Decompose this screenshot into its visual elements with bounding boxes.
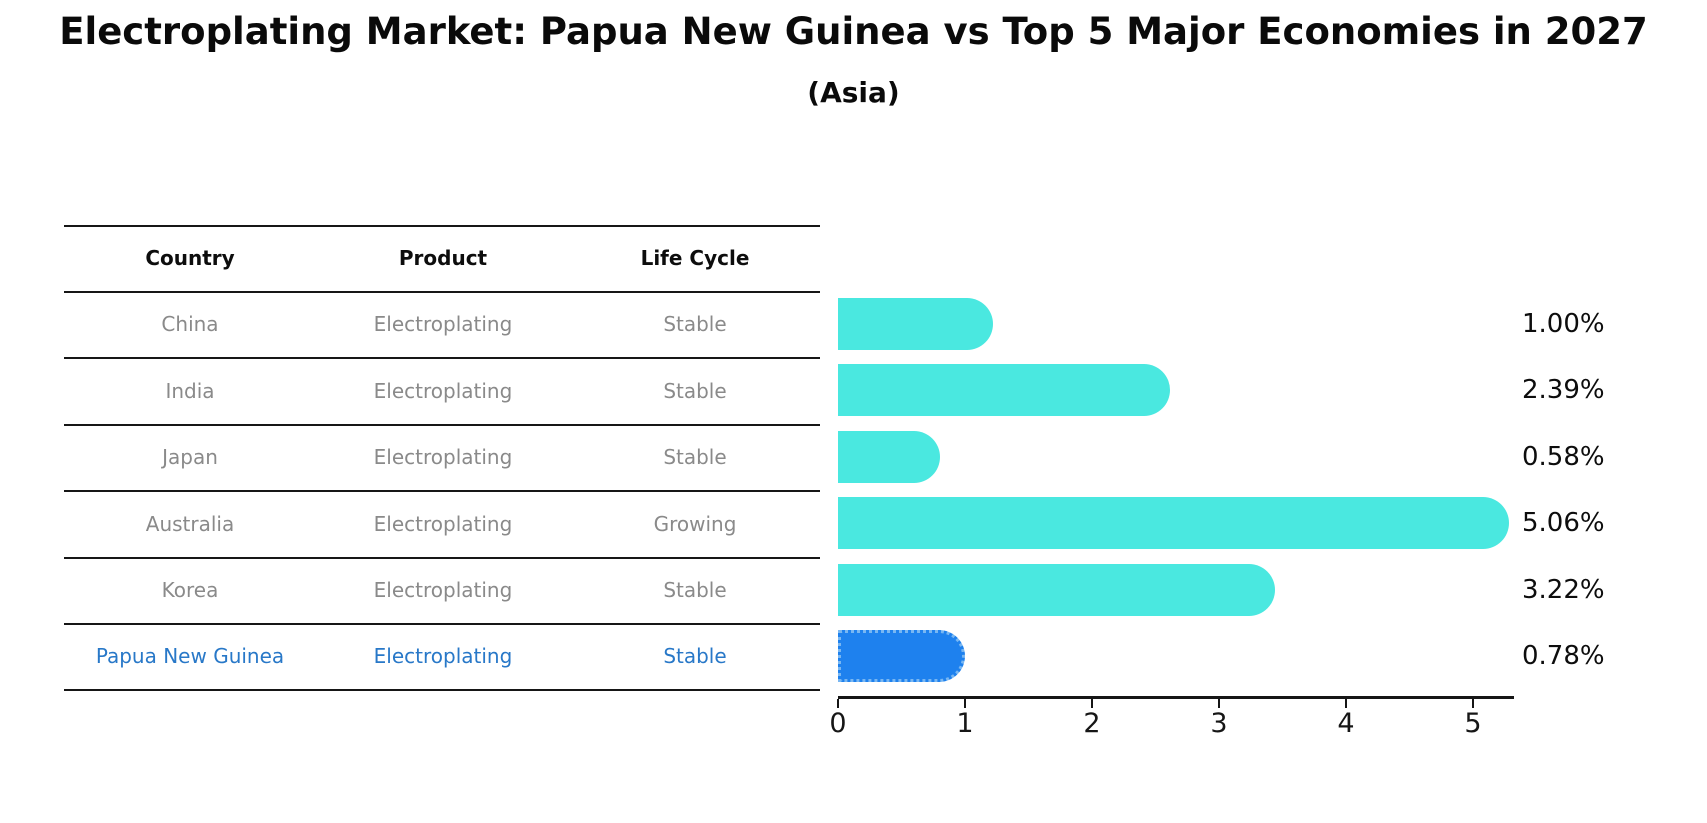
- table-rule: [64, 623, 820, 625]
- cell-country: Papua New Guinea: [95, 644, 285, 668]
- table-rule: [64, 689, 820, 691]
- value-label: 5.06%: [1522, 508, 1605, 538]
- x-axis-tick: [1345, 699, 1347, 708]
- x-axis-line: [838, 696, 1514, 699]
- table-rule: [64, 490, 820, 492]
- cell-lifecycle: Stable: [663, 445, 727, 469]
- value-label: 0.78%: [1522, 641, 1605, 671]
- table-header-row: Country Product Life Cycle: [64, 225, 820, 291]
- cell-country: China: [161, 312, 219, 336]
- page-title: Electroplating Market: Papua New Guinea …: [59, 10, 1648, 53]
- value-label: 0.58%: [1522, 442, 1605, 472]
- x-axis-tick-label: 5: [1464, 708, 1482, 739]
- cell-lifecycle: Growing: [653, 511, 737, 536]
- bar-china: [838, 298, 993, 350]
- table-rule: [64, 225, 820, 227]
- x-axis-tick: [1472, 699, 1474, 708]
- cell-country: India: [165, 378, 215, 403]
- page-subtitle: (Asia): [807, 76, 900, 109]
- cell-product: Electroplating: [373, 378, 513, 403]
- cell-product: Electroplating: [373, 312, 513, 336]
- column-header-product: Product: [398, 246, 488, 270]
- x-axis-tick: [964, 699, 966, 708]
- x-axis-tick-label: 4: [1337, 708, 1355, 739]
- cell-product: Electroplating: [373, 578, 513, 602]
- cell-lifecycle: Stable: [663, 578, 727, 602]
- cell-country: Korea: [161, 578, 219, 602]
- value-label: 3.22%: [1522, 575, 1605, 605]
- x-axis-tick: [1218, 699, 1220, 708]
- cell-product: Electroplating: [373, 511, 513, 536]
- value-label: 2.39%: [1522, 375, 1605, 405]
- table-row-australia: Australia Electroplating Growing: [64, 490, 820, 557]
- bar-korea: [838, 564, 1275, 616]
- table-row-korea: Korea Electroplating Stable: [64, 557, 820, 623]
- table-row-papua-new-guinea: Papua New Guinea Electroplating Stable: [64, 623, 820, 689]
- x-axis-tick-label: 2: [1083, 708, 1101, 739]
- bar-papua-new-guinea: [838, 630, 965, 682]
- x-axis-tick-label: 1: [956, 708, 974, 739]
- cell-country: Japan: [162, 445, 218, 469]
- column-header-lifecycle: Life Cycle: [640, 246, 750, 270]
- bar-india: [838, 364, 1170, 416]
- bar-japan: [838, 431, 940, 483]
- table-rule: [64, 557, 820, 559]
- table-rule: [64, 424, 820, 426]
- bar-australia: [838, 497, 1509, 549]
- x-axis-tick-label: 0: [829, 708, 847, 739]
- column-header-country: Country: [145, 246, 235, 270]
- cell-country: Australia: [145, 511, 235, 536]
- cell-product: Electroplating: [373, 644, 513, 668]
- x-axis-tick: [837, 699, 839, 708]
- cell-product: Electroplating: [373, 445, 513, 469]
- cell-lifecycle: Stable: [663, 378, 727, 403]
- cell-lifecycle: Stable: [663, 312, 727, 336]
- table-row-india: India Electroplating Stable: [64, 357, 820, 424]
- table-row-china: China Electroplating Stable: [64, 291, 820, 357]
- cell-lifecycle: Stable: [663, 644, 727, 668]
- table-row-japan: Japan Electroplating Stable: [64, 424, 820, 490]
- x-axis-tick: [1091, 699, 1093, 708]
- x-axis-tick-label: 3: [1210, 708, 1228, 739]
- table-rule: [64, 291, 820, 293]
- value-label: 1.00%: [1522, 309, 1605, 339]
- table-rule: [64, 357, 820, 359]
